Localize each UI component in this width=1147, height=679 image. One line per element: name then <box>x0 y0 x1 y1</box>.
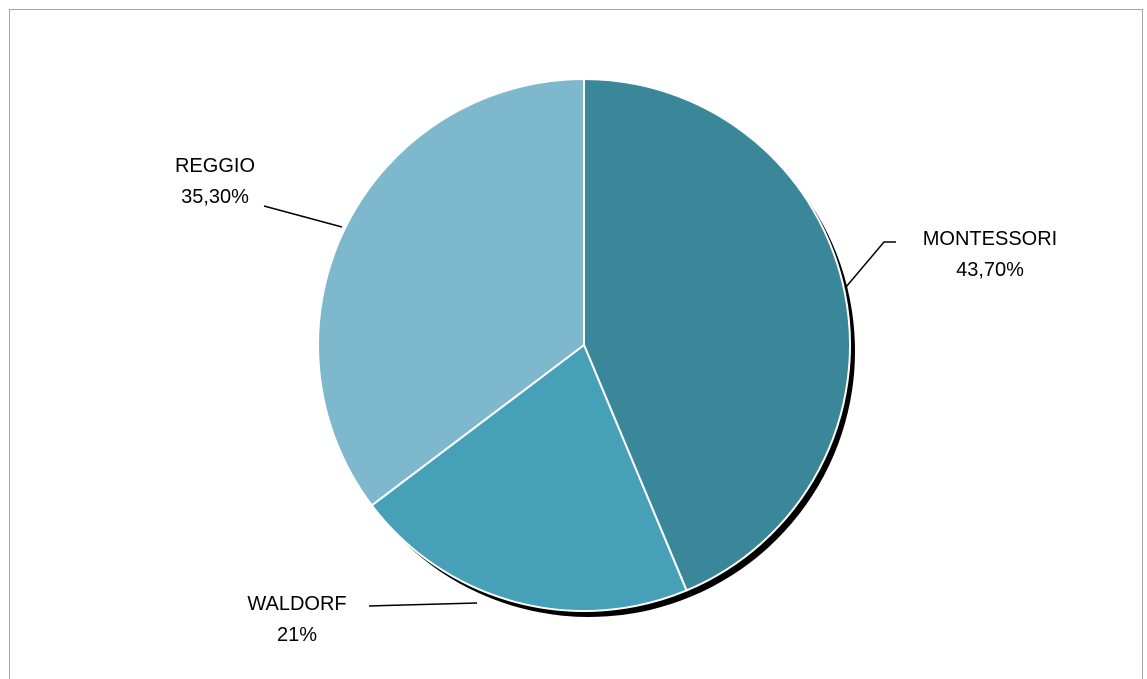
leader-line-reggio <box>263 205 343 228</box>
label-value-reggio: 35,30% <box>181 186 249 208</box>
label-name-reggio: REGGIO <box>175 155 255 177</box>
slice-waldorf <box>370 344 688 612</box>
label-value-waldorf: 21% <box>277 624 317 646</box>
label-value-montessori: 43,70% <box>956 259 1024 281</box>
leader-line-waldorf <box>368 602 478 607</box>
leader-line-montessori <box>845 241 896 288</box>
slice-montessori <box>583 78 851 592</box>
leader-lines <box>263 205 896 607</box>
label-name-montessori: MONTESSORI <box>923 228 1057 250</box>
pie-slices <box>317 78 851 612</box>
label-name-waldorf: WALDORF <box>247 593 346 615</box>
chart-frame <box>9 9 1143 679</box>
slice-reggio <box>317 78 585 507</box>
